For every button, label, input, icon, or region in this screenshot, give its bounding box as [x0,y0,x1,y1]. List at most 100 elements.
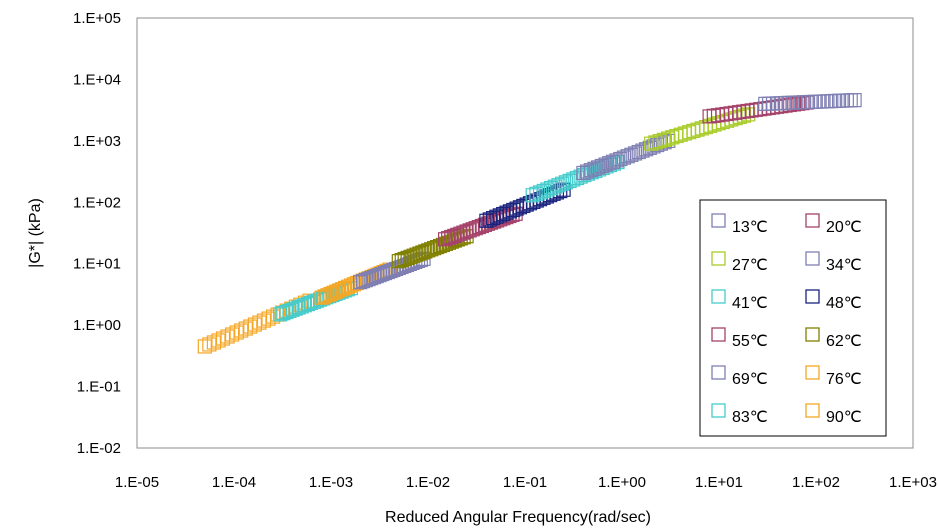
data-point [355,274,371,289]
data-point [587,161,602,176]
data-point [602,156,617,171]
data-point [243,319,258,334]
legend-label: 20℃ [826,219,862,236]
data-point [594,158,609,174]
y-tick-labels: 1.E-02 1.E-01 1.E+00 1.E+01 1.E+02 1.E+03 1.E+… [73,10,121,457]
data-point [225,327,240,342]
legend-label: 13℃ [732,219,768,236]
legend-marker [711,403,726,418]
legend-marker [711,213,726,228]
data-point [215,331,231,346]
data-point [320,288,335,303]
data-point [631,144,646,160]
data-point [613,151,628,167]
x-tick-label: 1.E+02 [792,474,840,491]
data-point [372,267,387,283]
legend-label: 48℃ [826,295,862,312]
x-tick-label: 1.E+00 [598,474,646,491]
data-point [409,247,424,262]
legend-label: 69℃ [732,371,768,388]
data-point [427,241,442,256]
data-point [383,263,398,279]
x-tick-label: 1.E-03 [309,474,353,491]
legend-marker [805,251,820,266]
x-tick-label: 1.E+01 [695,474,743,491]
data-point [261,311,276,326]
data-point [329,284,344,299]
y-axis-title: |G*| (kPa) [27,198,44,268]
data-point [591,160,606,175]
data-point [338,280,353,296]
legend-label: 55℃ [732,333,768,350]
data-point [415,245,430,260]
data-point [412,246,427,261]
legend-label: 90℃ [826,409,862,426]
data-point [529,186,544,201]
legend-marker [805,403,820,418]
data-point [562,173,577,188]
data-point [380,264,395,280]
x-tick-labels: 1.E-05 1.E-04 1.E-03 1.E-02 1.E-01 1.E+00 1.E+… [115,474,937,491]
legend-label: 41℃ [732,295,768,312]
data-point [234,323,249,338]
data-point [391,254,406,269]
data-point [627,146,643,161]
data-point [341,279,356,294]
data-point [605,154,621,169]
data-point [238,321,253,336]
legend-marker [805,289,820,304]
data-point [206,335,222,350]
legend-marker [805,213,820,228]
data-point [406,248,421,263]
data-point [400,250,415,266]
data-point [424,242,439,257]
legend-marker [711,289,726,304]
legend-label: 83℃ [732,409,768,426]
data-point [314,290,329,305]
legend-label: 62℃ [826,333,862,350]
data-point [616,150,632,165]
y-tick-label: 1.E+05 [73,10,121,27]
data-point [353,275,368,290]
y-tick-label: 1.E+03 [73,133,121,150]
y-tick-label: 1.E+04 [73,71,121,88]
data-point [558,175,573,190]
y-tick-label: 1.E-01 [77,379,121,396]
data-point [532,185,548,200]
data-point [197,339,212,354]
x-tick-label: 1.E-04 [212,474,256,491]
x-tick-label: 1.E+03 [889,474,937,491]
data-point [343,278,359,293]
data-point [358,273,373,288]
data-point [576,165,591,181]
data-point [366,270,382,285]
legend: 13℃ 20℃ 27℃ 34℃ 41℃ 48℃ 55℃ 62℃ 69℃ 76℃ 83℃ 90℃ [699,199,887,437]
legend-label: 34℃ [826,257,862,274]
data-point [583,163,598,178]
data-point [394,252,409,268]
y-tick-label: 1.E+01 [73,256,121,273]
data-point [397,251,412,267]
x-tick-label: 1.E-05 [115,474,159,491]
data-point [386,262,401,278]
data-point [547,179,562,194]
data-point [256,313,272,328]
legend-marker [711,251,726,266]
data-point [540,182,555,197]
data-point [579,164,595,179]
data-point [229,325,244,340]
data-point [326,285,341,300]
data-point [525,188,540,203]
data-point [536,183,551,199]
data-points [197,93,862,354]
data-point [418,244,433,259]
data-point [847,93,862,108]
data-point [403,249,418,264]
data-point [369,269,384,284]
data-point [247,317,262,332]
legend-label: 76℃ [826,371,862,388]
data-point [364,271,379,286]
data-point [551,178,566,193]
data-point [430,239,445,255]
